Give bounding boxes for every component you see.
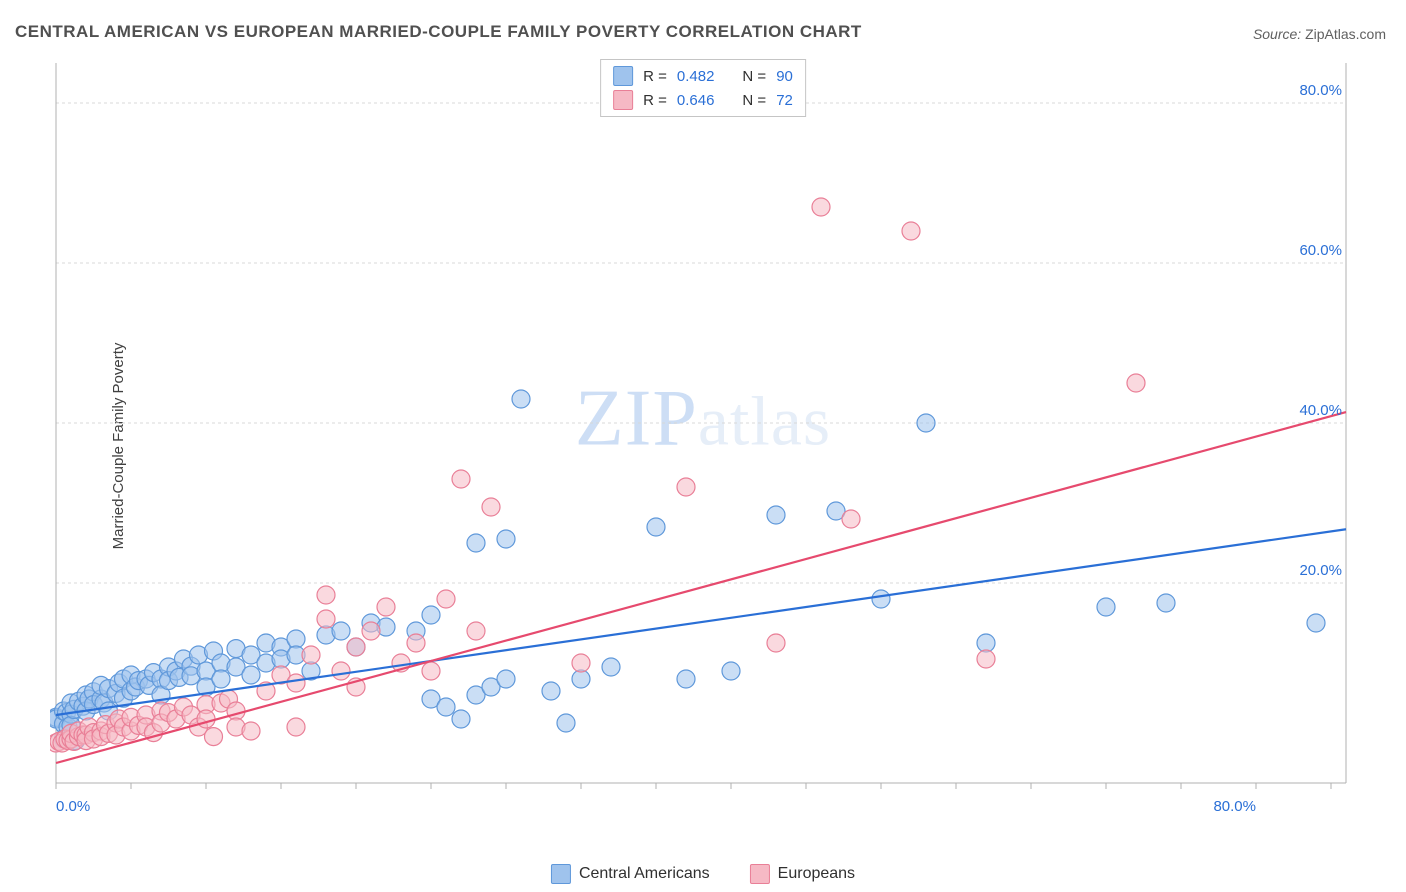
svg-text:20.0%: 20.0%	[1299, 562, 1342, 579]
legend-label-b: Europeans	[778, 865, 855, 883]
legend-n-value-b: 72	[776, 92, 793, 109]
svg-text:60.0%: 60.0%	[1299, 242, 1342, 259]
source-attribution: Source: ZipAtlas.com	[1253, 26, 1386, 42]
legend-item-b: Europeans	[750, 864, 855, 884]
legend-correlation: R = 0.482 N = 90 R = 0.646 N = 72	[600, 59, 806, 117]
svg-text:40.0%: 40.0%	[1299, 402, 1342, 419]
legend-row-series-a: R = 0.482 N = 90	[613, 64, 793, 88]
legend-item-a: Central Americans	[551, 864, 710, 884]
chart-title: CENTRAL AMERICAN VS EUROPEAN MARRIED-COU…	[15, 22, 862, 42]
legend-series: Central Americans Europeans	[551, 864, 855, 884]
source-prefix: Source:	[1253, 26, 1301, 42]
scatter-chart: 20.0% 40.0% 60.0% 80.0% 0.0% 80.0%	[50, 55, 1386, 855]
legend-swatch-b	[613, 90, 633, 110]
source-name: ZipAtlas.com	[1305, 26, 1386, 42]
legend-swatch-b	[750, 864, 770, 884]
legend-r-label-a: R =	[643, 68, 667, 85]
legend-swatch-a	[613, 66, 633, 86]
legend-n-value-a: 90	[776, 68, 793, 85]
legend-r-value-b: 0.646	[677, 92, 715, 109]
legend-n-label-a: N =	[742, 68, 766, 85]
legend-r-label-b: R =	[643, 92, 667, 109]
svg-text:80.0%: 80.0%	[1299, 82, 1342, 99]
legend-swatch-a	[551, 864, 571, 884]
legend-n-label-b: N =	[742, 92, 766, 109]
svg-text:0.0%: 0.0%	[56, 798, 90, 815]
legend-row-series-b: R = 0.646 N = 72	[613, 88, 793, 112]
legend-label-a: Central Americans	[579, 865, 710, 883]
legend-r-value-a: 0.482	[677, 68, 715, 85]
svg-text:80.0%: 80.0%	[1213, 798, 1256, 815]
